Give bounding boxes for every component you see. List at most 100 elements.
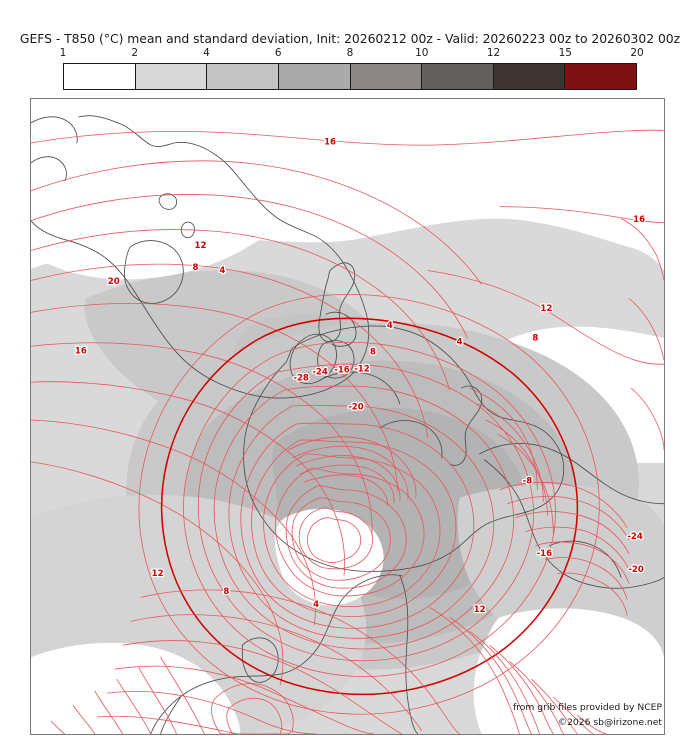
contour-label: -28 [293,374,309,384]
page-title: GEFS - T850 (°C) mean and standard devia… [19,31,681,46]
colorbar-tick-15: 15 [558,47,572,59]
contour-label: 4 [313,600,319,610]
contour-i2 [449,617,532,734]
colorbar-tick-12: 12 [486,47,501,59]
attribution-copyright: ©2026 sb@irizone.net [557,717,662,728]
contour-g2 [507,495,630,540]
contour-c8 [263,453,441,608]
contour-b2 [31,342,373,536]
contour-b5 [31,461,284,686]
contour-c0 [138,293,600,715]
contour-label: 12 [195,241,207,251]
contour-a4 [31,263,429,438]
colorbar-band-6 [422,64,494,89]
stddev-shading [31,99,664,734]
colorbar-band-1 [64,64,136,89]
contour-j1 [160,657,205,734]
contour-a1 [31,160,482,285]
contour-g6 [545,557,628,600]
contour-h5 [106,691,317,734]
contour-h3 [122,640,403,734]
contour-label: 12 [152,569,164,579]
colorbar-bands [63,63,637,90]
contour-label: 4 [387,321,393,331]
contour-a2 [31,194,468,339]
coast-south-america [479,443,664,505]
colorbar-tick-20: 20 [630,47,644,59]
contour-label: 4 [457,338,463,348]
contour-e4 [300,464,395,504]
contour-h2 [130,614,423,732]
contour-h6 [96,715,239,734]
coast-nz-north [318,262,356,343]
coast-antarctica [243,325,565,572]
contour-label: 8 [192,263,198,273]
contour-j2 [138,667,177,734]
contour-e3 [296,455,401,502]
contour-d1 [298,507,374,570]
contour-e5 [304,474,389,506]
contour-label: -16 [537,549,553,559]
contour-i7 [553,696,594,734]
colorbar-tick-2: 2 [131,47,139,59]
coast-africa-b [399,575,419,734]
contour-label: 8 [532,334,538,344]
contour-f4 [497,433,554,534]
contour-j6 [50,720,66,734]
coast-island-1 [158,193,178,210]
contour-g5 [535,541,630,584]
colorbar-tick-8: 8 [346,47,354,59]
contour-label: -24 [627,532,643,542]
contour-l2 [628,298,664,361]
contour-label: -8 [523,476,533,486]
contour-label: -20 [348,403,364,413]
colorbar-tick-1: 1 [59,47,67,59]
contour-e1 [288,436,417,498]
temperature-contours [31,129,664,734]
contour-label: 16 [633,215,645,225]
contour-label: 4 [219,266,225,276]
contour-g1 [499,481,628,528]
contour-i6 [531,678,578,734]
coastlines [31,115,664,734]
contour-c2 [183,341,556,677]
coast-nz-south [289,333,337,385]
contour-label: 12 [474,605,486,615]
contour-16-east [499,206,664,224]
contour-i3 [469,630,540,734]
contour-c5 [228,404,495,639]
contour-label: 20 [108,277,120,287]
contour-i8 [577,714,608,734]
contour-c1 [160,317,579,696]
contour-c10 [285,485,407,589]
contour-i5 [509,660,564,734]
colorbar-tick-6: 6 [274,47,282,59]
contour-i4 [489,644,554,734]
contour-c9 [275,467,425,597]
colorbar-band-7 [493,64,566,89]
coast-madagascar [241,637,279,683]
colorbar-band-5 [350,64,423,89]
map-frame[interactable]: 16 16 12 8 4 20 12 4 8 16 4 8 -28 -24 -16 -12 -20 -8 -16 -2… [30,98,665,735]
contour-l1 [620,218,664,281]
contour-c7 [251,439,457,617]
contour-b4 [31,419,316,626]
colorbar-band-3 [207,64,279,89]
contour-c6 [240,422,475,629]
contour-h4 [114,665,374,734]
coast-nz-north-b [325,311,357,347]
contour-i1 [429,607,520,734]
contour-c11 [291,497,391,581]
contour-c4 [213,385,514,650]
contour-b3 [31,381,345,576]
contour-l3 [630,387,664,450]
colorbar-tick-4: 4 [203,47,210,59]
contour-label: 12 [540,304,552,314]
coast-left-fragment [31,116,78,144]
stddev-clear-5 [274,508,384,606]
coast-antarctica-inner [319,371,401,405]
stddev-clear-2 [399,99,664,245]
